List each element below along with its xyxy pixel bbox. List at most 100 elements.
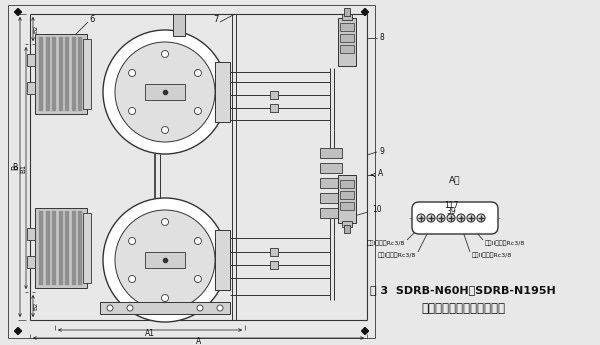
Text: 管路I出油口Rc3/8: 管路I出油口Rc3/8 bbox=[367, 240, 405, 246]
Circle shape bbox=[103, 198, 227, 322]
Circle shape bbox=[128, 237, 136, 245]
Bar bbox=[270, 248, 278, 256]
Bar bbox=[78, 37, 82, 111]
Bar bbox=[342, 14, 352, 20]
Text: A: A bbox=[196, 337, 201, 345]
Circle shape bbox=[103, 30, 227, 154]
Bar bbox=[215, 230, 230, 290]
Bar bbox=[270, 91, 278, 99]
Circle shape bbox=[161, 127, 169, 134]
Circle shape bbox=[161, 50, 169, 58]
Bar bbox=[59, 37, 62, 111]
Circle shape bbox=[128, 276, 136, 283]
FancyBboxPatch shape bbox=[412, 202, 498, 234]
Bar bbox=[270, 261, 278, 269]
Circle shape bbox=[107, 305, 113, 311]
Text: 管路II回油口Rc3/8: 管路II回油口Rc3/8 bbox=[485, 240, 525, 246]
Bar bbox=[340, 23, 354, 31]
Text: B2: B2 bbox=[34, 302, 38, 310]
Circle shape bbox=[457, 214, 465, 222]
Circle shape bbox=[437, 214, 445, 222]
Circle shape bbox=[194, 237, 202, 245]
Bar bbox=[320, 148, 342, 158]
Bar bbox=[71, 37, 76, 111]
Polygon shape bbox=[361, 327, 368, 335]
Bar bbox=[342, 221, 352, 227]
Bar bbox=[39, 211, 43, 285]
Text: 10: 10 bbox=[372, 206, 382, 215]
Bar bbox=[320, 208, 342, 218]
Text: 8: 8 bbox=[380, 33, 385, 42]
Bar bbox=[78, 211, 82, 285]
Circle shape bbox=[161, 295, 169, 302]
Bar bbox=[52, 37, 56, 111]
Bar bbox=[340, 180, 354, 188]
Circle shape bbox=[477, 214, 485, 222]
Bar bbox=[65, 37, 69, 111]
Bar bbox=[27, 228, 35, 240]
Text: 管路II出油口Rc3/8: 管路II出油口Rc3/8 bbox=[472, 252, 512, 258]
Text: A: A bbox=[378, 169, 383, 178]
Bar bbox=[83, 213, 91, 283]
Bar bbox=[83, 39, 91, 109]
Text: A1: A1 bbox=[145, 329, 155, 338]
Circle shape bbox=[417, 214, 425, 222]
Polygon shape bbox=[14, 9, 22, 16]
Circle shape bbox=[128, 108, 136, 115]
Bar bbox=[338, 175, 356, 223]
Bar bbox=[320, 193, 342, 203]
Text: 7: 7 bbox=[214, 16, 218, 24]
Circle shape bbox=[447, 214, 455, 222]
Circle shape bbox=[127, 305, 133, 311]
Bar bbox=[270, 104, 278, 112]
Bar bbox=[173, 14, 185, 36]
Circle shape bbox=[161, 218, 169, 226]
Bar bbox=[320, 178, 342, 188]
Bar bbox=[27, 82, 35, 94]
Bar bbox=[320, 163, 342, 173]
Text: 管路I回油口Rc3/8: 管路I回油口Rc3/8 bbox=[377, 252, 416, 258]
Bar bbox=[338, 18, 356, 66]
Bar bbox=[145, 252, 185, 268]
Bar bbox=[340, 45, 354, 53]
Polygon shape bbox=[361, 9, 368, 16]
Text: 双列式电动润滑脂泵外形图: 双列式电动润滑脂泵外形图 bbox=[421, 302, 505, 315]
Circle shape bbox=[467, 214, 475, 222]
Text: 9: 9 bbox=[380, 148, 385, 157]
Circle shape bbox=[427, 214, 435, 222]
Bar bbox=[145, 84, 185, 100]
Circle shape bbox=[194, 276, 202, 283]
Bar bbox=[46, 211, 49, 285]
Bar bbox=[71, 211, 76, 285]
Bar bbox=[35, 34, 87, 114]
Bar bbox=[27, 256, 35, 268]
Bar bbox=[65, 211, 69, 285]
Polygon shape bbox=[14, 327, 22, 335]
Bar bbox=[59, 211, 62, 285]
Circle shape bbox=[128, 69, 136, 77]
Circle shape bbox=[194, 108, 202, 115]
Text: 39: 39 bbox=[446, 207, 456, 216]
Bar bbox=[340, 202, 354, 210]
Circle shape bbox=[115, 210, 215, 310]
Bar bbox=[52, 211, 56, 285]
Circle shape bbox=[217, 305, 223, 311]
Text: 6: 6 bbox=[89, 16, 95, 24]
Bar bbox=[100, 302, 230, 314]
Circle shape bbox=[194, 69, 202, 77]
Bar bbox=[35, 208, 87, 288]
Text: 图 3  SDRB-N60H、SDRB-N195H: 图 3 SDRB-N60H、SDRB-N195H bbox=[370, 285, 556, 295]
Text: B2: B2 bbox=[34, 25, 38, 33]
Text: B: B bbox=[13, 162, 17, 171]
Text: A向: A向 bbox=[449, 176, 461, 185]
Text: 117: 117 bbox=[444, 200, 458, 209]
Bar bbox=[344, 8, 350, 16]
Text: B: B bbox=[11, 165, 20, 169]
Bar bbox=[39, 37, 43, 111]
Bar bbox=[340, 191, 354, 199]
Bar bbox=[27, 54, 35, 66]
Text: B1: B1 bbox=[20, 164, 26, 172]
Bar bbox=[340, 34, 354, 42]
Circle shape bbox=[197, 305, 203, 311]
Bar bbox=[46, 37, 49, 111]
